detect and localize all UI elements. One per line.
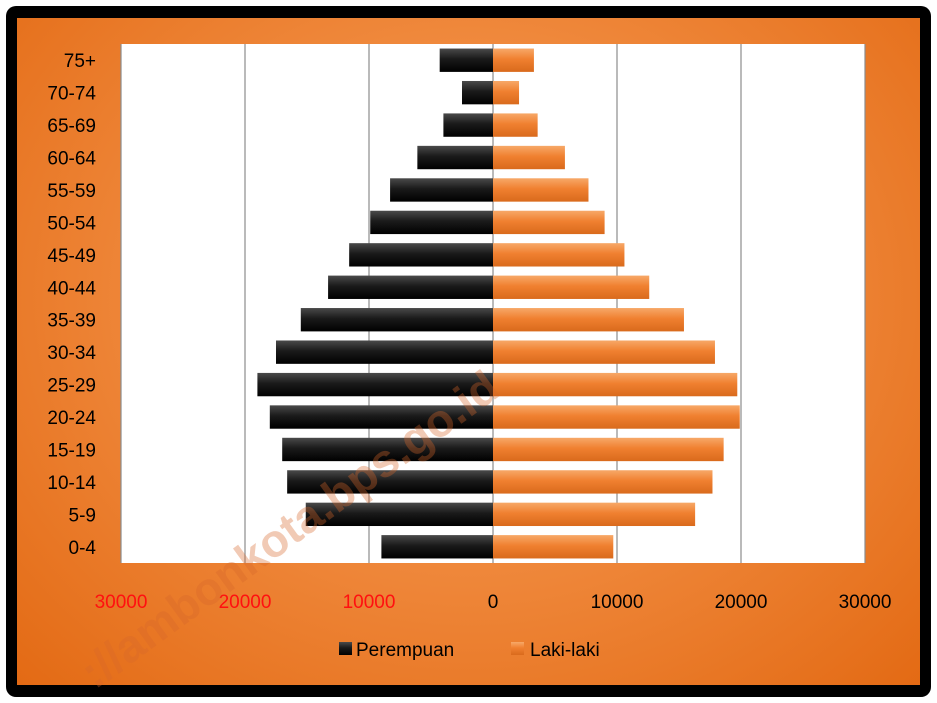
legend-swatch-laki-laki bbox=[511, 642, 524, 655]
x-tick-label: 30000 bbox=[95, 592, 148, 613]
y-tick-label: 50-54 bbox=[47, 213, 96, 234]
y-tick-label: 30-34 bbox=[47, 343, 96, 364]
y-tick-label: 10-14 bbox=[47, 473, 96, 494]
bar-laki-laki-0-4 bbox=[493, 535, 614, 559]
y-tick-label: 65-69 bbox=[47, 116, 96, 137]
y-tick-label: 15-19 bbox=[47, 440, 96, 461]
bar-perempuan-70-74 bbox=[462, 80, 493, 105]
bar-perempuan-5-9 bbox=[305, 502, 493, 527]
bar-perempuan-40-44 bbox=[328, 275, 493, 299]
legend: Perempuan Laki-laki bbox=[339, 640, 600, 661]
y-tick-label: 75+ bbox=[64, 51, 96, 72]
y-tick-label: 55-59 bbox=[47, 181, 96, 202]
x-tick-label: 20000 bbox=[219, 592, 272, 613]
bar-laki-laki-10-14 bbox=[493, 470, 713, 494]
x-tick-label: 30000 bbox=[839, 592, 892, 613]
bar-laki-laki-75plus bbox=[493, 48, 534, 72]
bar-perempuan-25-29 bbox=[257, 372, 493, 397]
bar-laki-laki-30-34 bbox=[493, 340, 715, 364]
bar-laki-laki-50-54 bbox=[493, 210, 605, 235]
x-tick-label: 10000 bbox=[343, 592, 396, 613]
y-tick-label: 60-64 bbox=[47, 149, 96, 170]
x-tick-label: 20000 bbox=[715, 592, 768, 613]
bar-laki-laki-45-49 bbox=[493, 243, 625, 267]
y-tick-label: 20-24 bbox=[47, 408, 96, 429]
x-tick-label: 10000 bbox=[591, 592, 644, 613]
y-axis-labels: 0-4 5-9 10-14 15-19 20-24 25-29 30-34 35-39 40-4… bbox=[47, 51, 96, 559]
y-tick-label: 25-29 bbox=[47, 376, 96, 397]
bar-perempuan-35-39 bbox=[300, 308, 493, 332]
y-tick-label: 0-4 bbox=[69, 538, 97, 559]
bar-perempuan-50-54 bbox=[370, 210, 493, 235]
bar-perempuan-0-4 bbox=[381, 535, 493, 559]
bars bbox=[257, 48, 740, 559]
legend-swatch-perempuan bbox=[339, 642, 352, 655]
bar-laki-laki-5-9 bbox=[493, 502, 696, 527]
bar-laki-laki-40-44 bbox=[493, 275, 650, 299]
y-tick-label: 70-74 bbox=[47, 84, 96, 105]
bar-perempuan-20-24 bbox=[269, 405, 493, 429]
bar-perempuan-30-34 bbox=[276, 340, 493, 364]
x-tick-label: 0 bbox=[488, 592, 499, 613]
legend-label-laki-laki: Laki-laki bbox=[530, 640, 600, 661]
bar-laki-laki-15-19 bbox=[493, 437, 724, 462]
y-tick-label: 40-44 bbox=[47, 278, 96, 299]
bar-perempuan-45-49 bbox=[349, 243, 493, 267]
bar-laki-laki-55-59 bbox=[493, 178, 589, 202]
y-tick-label: 35-39 bbox=[47, 311, 96, 332]
bar-laki-laki-60-64 bbox=[493, 145, 565, 170]
x-axis-labels: 30000 20000 10000 0 10000 20000 30000 bbox=[95, 592, 892, 613]
bar-perempuan-55-59 bbox=[390, 178, 493, 202]
bar-laki-laki-70-74 bbox=[493, 80, 520, 105]
bar-perempuan-75plus bbox=[439, 48, 493, 72]
y-tick-label: 5-9 bbox=[69, 505, 96, 526]
bar-laki-laki-25-29 bbox=[493, 372, 738, 397]
y-tick-label: 45-49 bbox=[47, 246, 96, 267]
bar-laki-laki-20-24 bbox=[493, 405, 740, 429]
legend-label-perempuan: Perempuan bbox=[356, 640, 454, 661]
bar-laki-laki-65-69 bbox=[493, 113, 538, 137]
bar-perempuan-15-19 bbox=[282, 437, 493, 462]
bar-perempuan-10-14 bbox=[287, 470, 493, 494]
bar-laki-laki-35-39 bbox=[493, 308, 684, 332]
bar-perempuan-65-69 bbox=[443, 113, 493, 137]
bar-perempuan-60-64 bbox=[417, 145, 493, 170]
